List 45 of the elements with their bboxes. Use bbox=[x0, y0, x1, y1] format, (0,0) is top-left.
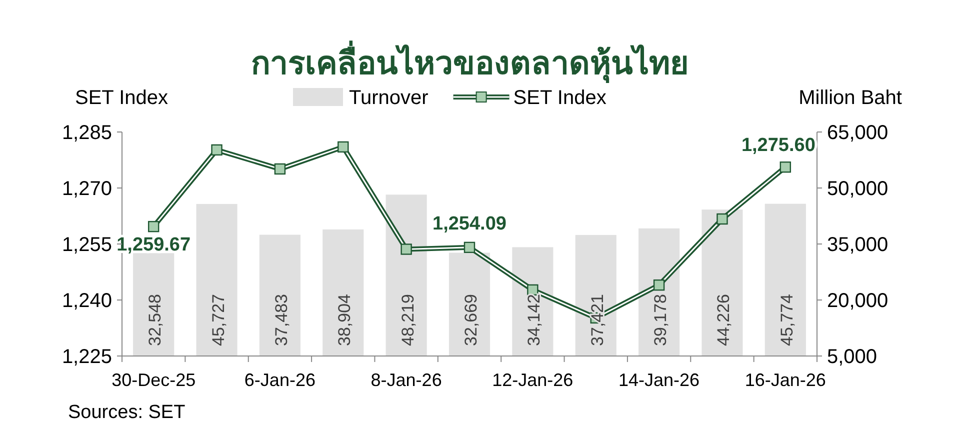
point bbox=[780, 161, 792, 173]
source-note: Sources: SET bbox=[68, 402, 186, 423]
data-label: 37,483 bbox=[272, 294, 291, 346]
y2-tick-label: 50,000 bbox=[827, 178, 888, 200]
y-tick-label: 1,240 bbox=[62, 290, 112, 312]
x-tick-label: 14-Jan-26 bbox=[618, 370, 700, 390]
legend-label: Turnover bbox=[349, 87, 429, 109]
x-tick-label: 6-Jan-26 bbox=[244, 370, 316, 390]
data-label: 32,669 bbox=[462, 294, 480, 346]
chart-title: การเคลื่อนไหวของตลาดหุ้นไทย bbox=[251, 40, 689, 84]
data-label: 45,774 bbox=[777, 294, 796, 346]
y2-tick-label: 20,000 bbox=[827, 290, 888, 312]
point bbox=[653, 279, 665, 291]
data-label: 32,548 bbox=[146, 294, 165, 346]
data-label: 34,142 bbox=[524, 294, 544, 346]
y2-axis-title: Million Baht bbox=[798, 87, 902, 109]
y-tick-label: 1,255 bbox=[62, 234, 112, 256]
point bbox=[274, 163, 286, 175]
data-label: 39,178 bbox=[651, 294, 670, 346]
y2-tick-label: 65,000 bbox=[827, 122, 888, 144]
point bbox=[464, 242, 476, 253]
data-label: 44,226 bbox=[714, 294, 734, 346]
x-tick-label: 12-Jan-26 bbox=[492, 370, 574, 390]
data-label: 38,904 bbox=[335, 294, 354, 346]
x-tick-label: 8-Jan-26 bbox=[370, 370, 442, 390]
y2-tick-label: 35,000 bbox=[827, 234, 888, 256]
data-label: 1,259.67 bbox=[116, 234, 191, 256]
point bbox=[400, 244, 412, 255]
point bbox=[716, 213, 728, 225]
y-tick-label: 1,225 bbox=[62, 346, 112, 368]
data-label: 1,254.09 bbox=[432, 213, 506, 234]
point bbox=[148, 220, 160, 232]
legend-label: SET Index bbox=[513, 87, 606, 109]
y2-tick-label: 5,000 bbox=[827, 346, 878, 368]
data-label: 45,727 bbox=[208, 294, 228, 346]
y-axis-title: SET Index bbox=[75, 87, 168, 109]
x-tick-label: 16-Jan-26 bbox=[744, 370, 826, 390]
data-label: 48,219 bbox=[398, 294, 418, 346]
y-tick-label: 1,285 bbox=[62, 122, 112, 144]
point bbox=[338, 141, 349, 153]
data-label: 1,275.60 bbox=[741, 135, 816, 156]
y-tick-label: 1,270 bbox=[62, 178, 112, 200]
data-label: 37,421 bbox=[588, 294, 607, 346]
x-tick-label: 30-Dec-25 bbox=[112, 370, 196, 390]
point bbox=[211, 144, 222, 156]
